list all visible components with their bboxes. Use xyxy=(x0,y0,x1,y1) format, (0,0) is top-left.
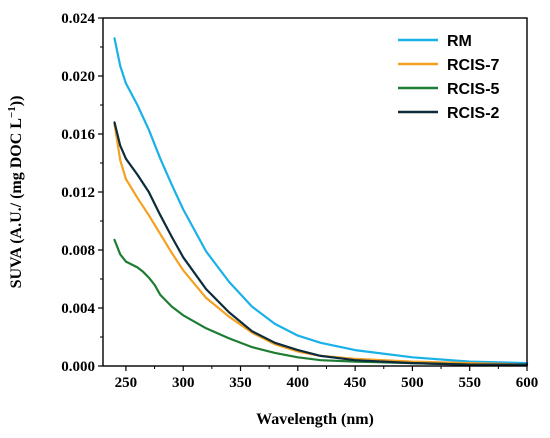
y-tick-label: 0.008 xyxy=(61,243,95,259)
x-axis-ticks: 250 300 350 400 450 500 550 600 xyxy=(115,366,539,391)
x-tick-label: 350 xyxy=(229,375,252,391)
y-tick-label: 0.016 xyxy=(61,127,95,143)
y-axis-title: SUVA (A.U./ (mg DOC L−1)) xyxy=(6,96,25,289)
series-line-rcis-7 xyxy=(113,122,529,366)
series-line-rcis-5 xyxy=(113,238,529,366)
x-tick-label: 250 xyxy=(115,375,138,391)
legend-label: RCIS-5 xyxy=(447,81,500,98)
x-tick-label: 450 xyxy=(344,375,367,391)
x-axis-title: Wavelength (nm) xyxy=(256,411,374,428)
x-tick-label: 550 xyxy=(458,375,481,391)
y-axis-title-main: SUVA (A.U./ (mg DOC L xyxy=(8,118,25,288)
x-tick-label: 400 xyxy=(287,375,310,391)
y-axis-ticks: 0.000 0.004 0.008 0.012 0.016 0.020 0.024 xyxy=(61,11,103,375)
legend: RM RCIS-7 RCIS-5 RCIS-2 xyxy=(398,33,500,122)
y-tick-label: 0.004 xyxy=(61,301,95,317)
legend-label: RCIS-2 xyxy=(447,105,500,122)
x-tick-label: 300 xyxy=(172,375,195,391)
legend-label: RM xyxy=(447,33,472,50)
x-tick-label: 500 xyxy=(401,375,424,391)
y-tick-label: 0.020 xyxy=(61,69,95,85)
y-tick-label: 0.024 xyxy=(61,11,95,27)
plot-lines xyxy=(113,37,529,366)
y-tick-label: 0.000 xyxy=(61,359,95,375)
y-tick-label: 0.012 xyxy=(61,185,95,201)
y-axis-title-superscript: −1 xyxy=(6,106,18,118)
legend-label: RCIS-7 xyxy=(447,57,500,74)
series-line-rm xyxy=(113,37,529,365)
series-line-rcis-2 xyxy=(113,121,529,366)
y-axis-title-end: )) xyxy=(8,96,25,107)
x-tick-label: 600 xyxy=(516,375,539,391)
